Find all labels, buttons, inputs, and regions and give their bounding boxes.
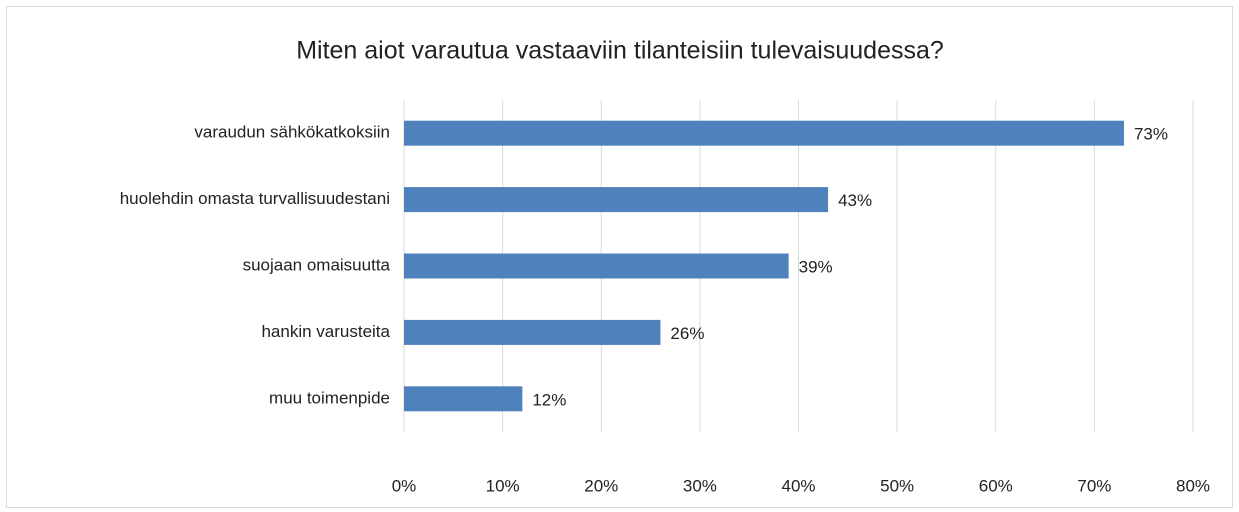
data-label: 12% [532,390,566,409]
x-tick-label: 60% [979,476,1013,495]
data-label: 39% [799,257,833,276]
bar [404,319,661,345]
x-tick-label: 20% [584,476,618,495]
bar [404,253,789,279]
x-tick-label: 0% [392,476,417,495]
bar [404,187,829,213]
x-tick-label: 50% [880,476,914,495]
x-tick-label: 40% [781,476,815,495]
y-tick-label: varaudun sähkökatkoksiin [194,123,390,142]
x-tick-label: 70% [1077,476,1111,495]
y-tick-label: huolehdin omasta turvallisuudestani [120,189,390,208]
x-tick-label: 30% [683,476,717,495]
y-tick-label: hankin varusteita [261,322,390,341]
data-label: 26% [670,324,704,343]
y-tick-label: muu toimenpide [269,388,390,407]
data-label: 43% [838,191,872,210]
bar [404,120,1124,146]
bar [404,386,523,412]
x-tick-label: 80% [1176,476,1210,495]
data-label: 73% [1134,125,1168,144]
y-tick-label: suojaan omaisuutta [243,255,391,274]
x-tick-label: 10% [486,476,520,495]
chart-title: Miten aiot varautua vastaaviin tilanteis… [296,37,944,65]
